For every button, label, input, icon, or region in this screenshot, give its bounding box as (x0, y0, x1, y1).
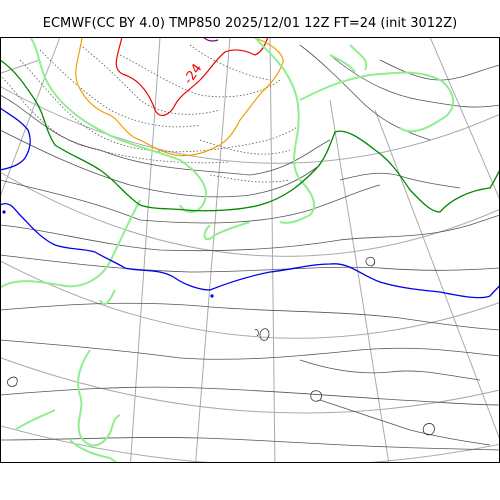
isotherms-dotted (0, 44, 301, 183)
blue-dot (210, 294, 214, 298)
isotherm-blue-north (0, 107, 31, 171)
longitude-lines (0, 37, 500, 463)
isotherms-dark (0, 44, 500, 451)
map-title: ECMWF(CC BY 4.0) TMP850 2025/12/01 12Z F… (42, 16, 458, 31)
isotherms-lightgreen (0, 37, 455, 463)
map-frame (0, 37, 500, 463)
isotherm-blue-south (0, 203, 500, 299)
blue-dot (2, 210, 6, 214)
isotherm-green (0, 59, 500, 213)
isotherm-red (115, 37, 269, 117)
isotherm-orange (75, 37, 284, 157)
contour-label: -24 (181, 61, 205, 87)
coastline-islands (7, 256, 435, 436)
